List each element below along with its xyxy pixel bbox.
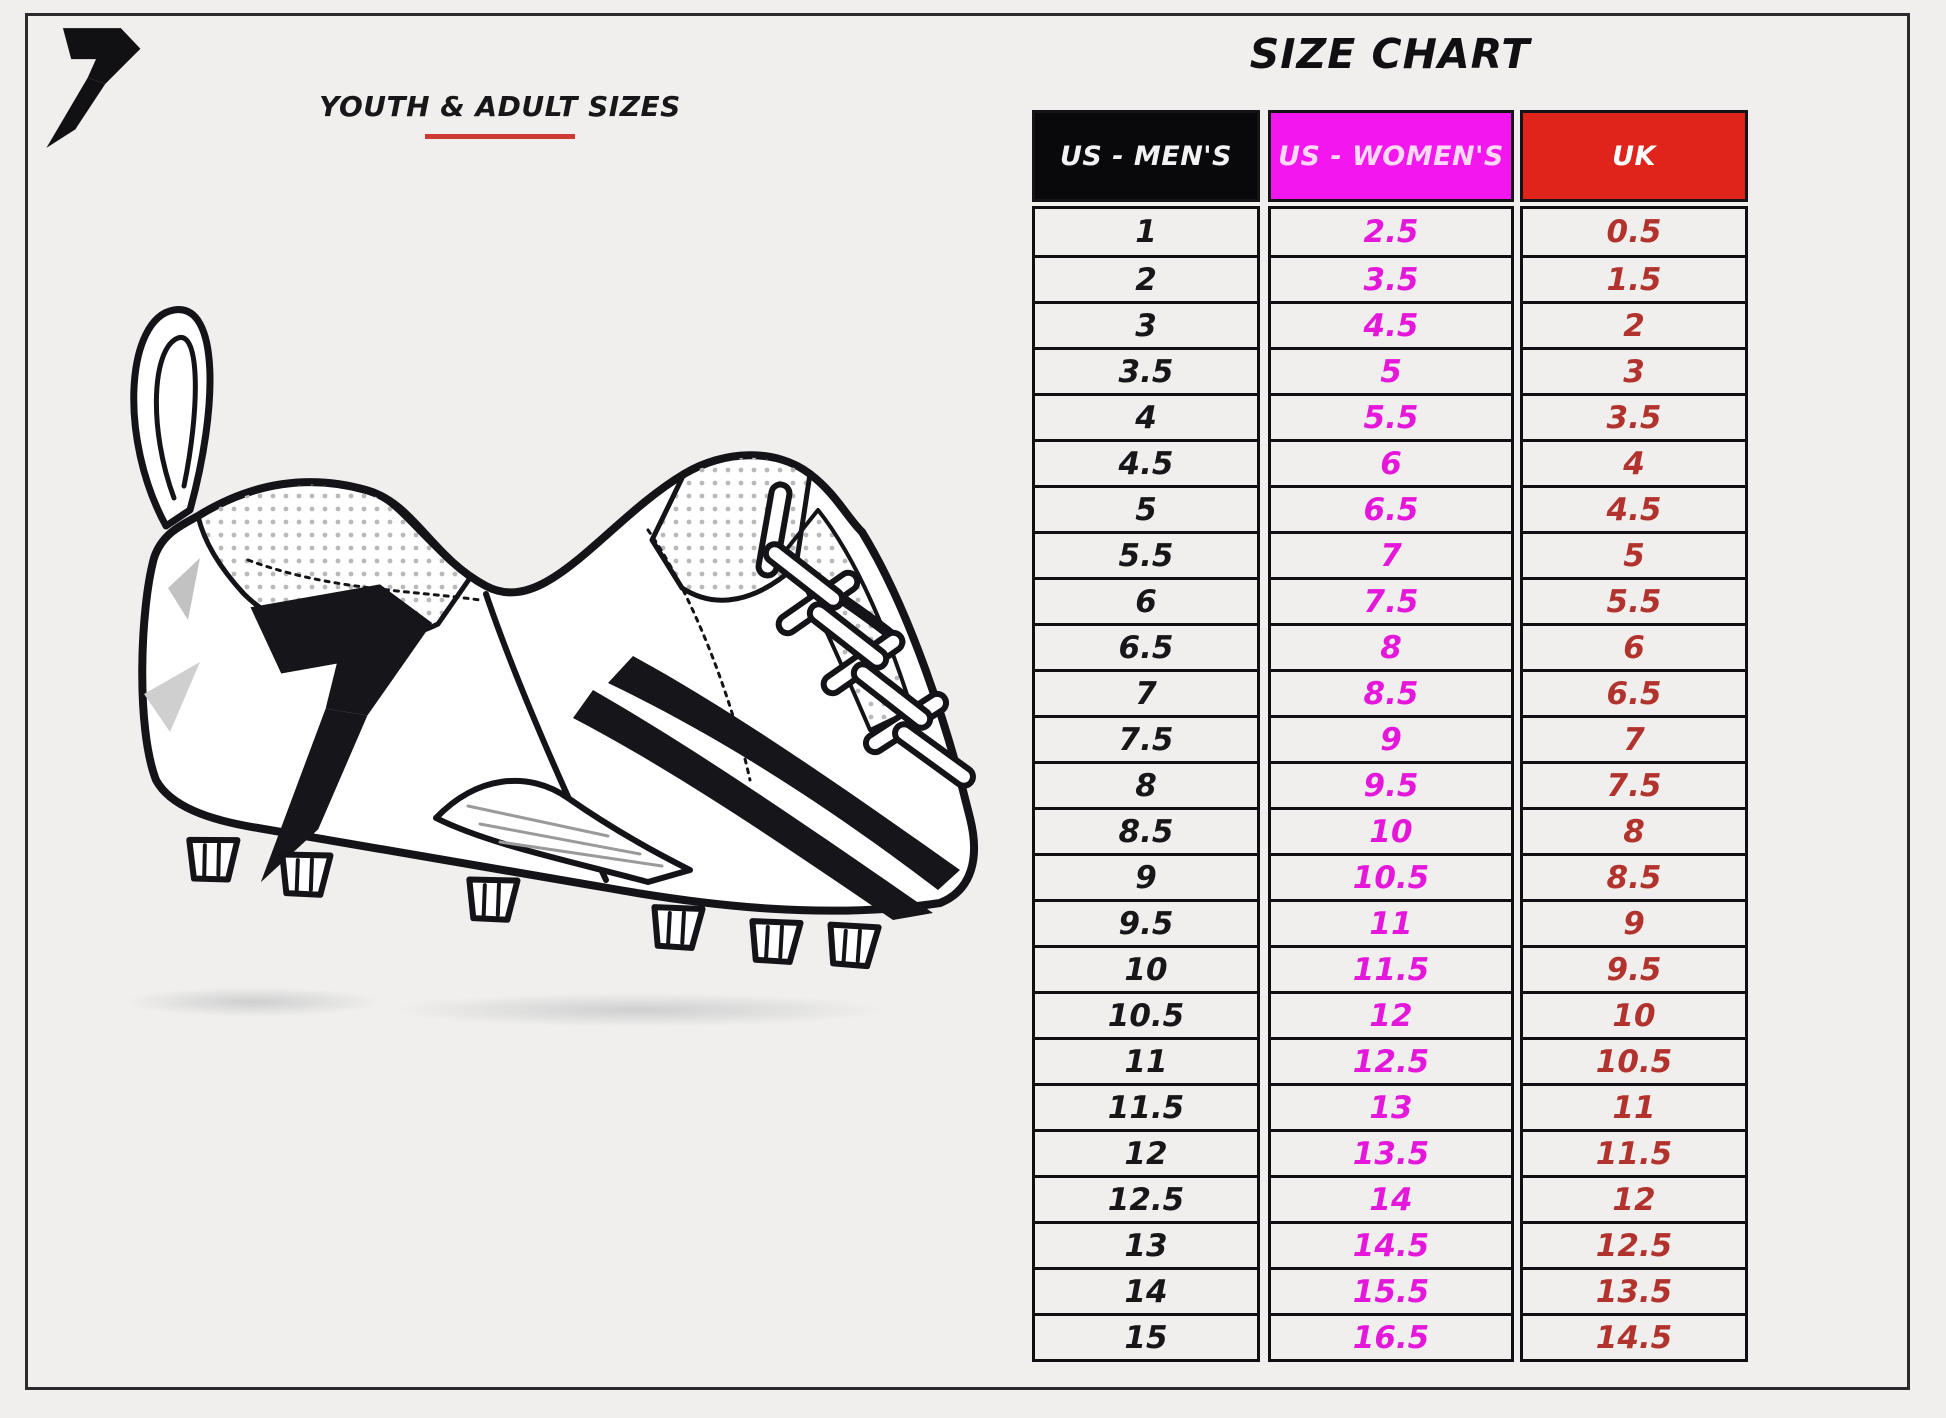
size-cell: 9.5 [1271, 761, 1511, 807]
size-cell: 4 [1035, 393, 1257, 439]
column-body-us-womens: 2.5 3.5 4.5 5 5.5 6 6.5 7 7.5 8 8.5 9 9.5 10 10.5 11 11.… [1268, 206, 1514, 1362]
size-cell: 6 [1035, 577, 1257, 623]
size-cell: 6 [1523, 623, 1745, 669]
size-cell: 3 [1035, 301, 1257, 347]
size-cell: 14 [1035, 1267, 1257, 1313]
size-cell: 6 [1271, 439, 1511, 485]
size-cell: 11 [1271, 899, 1511, 945]
size-cell: 9 [1523, 899, 1745, 945]
size-cell: 10 [1523, 991, 1745, 1037]
size-cell: 5 [1035, 485, 1257, 531]
size-cell: 13.5 [1523, 1267, 1745, 1313]
column-uk: UK 0.5 1.5 2 3 3.5 4 4.5 5 5.5 6 6.5 7 7.5 8 8.5 9 9.5 10… [1520, 110, 1748, 1362]
size-cell: 12 [1523, 1175, 1745, 1221]
size-cell: 2 [1035, 255, 1257, 301]
column-us-womens: US - WOMEN'S 2.5 3.5 4.5 5 5.5 6 6.5 7 7.5 8 8.5 9 9… [1268, 110, 1514, 1362]
size-cell: 5 [1523, 531, 1745, 577]
size-cell: 12.5 [1035, 1175, 1257, 1221]
size-cell: 14.5 [1523, 1313, 1745, 1359]
size-cell: 8.5 [1035, 807, 1257, 853]
subtitle-underline [425, 134, 575, 139]
size-cell: 8.5 [1271, 669, 1511, 715]
size-cell: 3 [1523, 347, 1745, 393]
size-cell: 5 [1271, 347, 1511, 393]
size-cell: 4.5 [1523, 485, 1745, 531]
size-cell: 9.5 [1523, 945, 1745, 991]
size-cell: 7 [1271, 531, 1511, 577]
size-cell: 10.5 [1523, 1037, 1745, 1083]
size-cell: 8 [1035, 761, 1257, 807]
size-cell: 12 [1271, 991, 1511, 1037]
size-cell: 9 [1271, 715, 1511, 761]
phenom-logo-on-shoe [250, 584, 433, 883]
size-cell: 6.5 [1523, 669, 1745, 715]
cleat-drawing [130, 306, 979, 970]
size-cell: 7.5 [1271, 577, 1511, 623]
size-cell: 6.5 [1271, 485, 1511, 531]
size-cell: 11.5 [1523, 1129, 1745, 1175]
size-cell: 5.5 [1523, 577, 1745, 623]
size-cell: 5.5 [1271, 393, 1511, 439]
size-cell: 3.5 [1523, 393, 1745, 439]
size-cell: 4.5 [1035, 439, 1257, 485]
size-cell: 14 [1271, 1175, 1511, 1221]
size-cell: 6.5 [1035, 623, 1257, 669]
size-cell: 1 [1135, 214, 1157, 250]
size-cell: 10.5 [1271, 853, 1511, 899]
size-cell: 15.5 [1271, 1267, 1511, 1313]
size-cell: 3.5 [1271, 255, 1511, 301]
size-table: US - MEN'S 1 2 3 3.5 4 4.5 5 5.5 6 6.5 7 7.5 8 8.5 9 9.… [1032, 110, 1748, 1362]
column-body-us-mens: 1 2 3 3.5 4 4.5 5 5.5 6 6.5 7 7.5 8 8.5 9 9.5 10 10.5 11 11… [1032, 206, 1260, 1362]
phenom-logo-icon [46, 28, 141, 148]
column-header-us-mens: US - MEN'S [1032, 110, 1260, 202]
size-cell: 3.5 [1035, 347, 1257, 393]
size-cell: 13.5 [1271, 1129, 1511, 1175]
size-cell: 11 [1523, 1083, 1745, 1129]
size-cell: 10.5 [1035, 991, 1257, 1037]
size-cell: 7.5 [1523, 761, 1745, 807]
size-cell: 11.5 [1271, 945, 1511, 991]
shoe-shadow [123, 987, 888, 1027]
size-cell: 5.5 [1035, 531, 1257, 577]
column-header-uk: UK [1520, 110, 1748, 202]
size-cell: 12 [1035, 1129, 1257, 1175]
size-cell: 12.5 [1271, 1037, 1511, 1083]
column-body-uk: 0.5 1.5 2 3 3.5 4 4.5 5 5.5 6 6.5 7 7.5 8 8.5 9 9.5 10 10.… [1520, 206, 1748, 1362]
size-cell: 10 [1271, 807, 1511, 853]
size-cell: 8 [1523, 807, 1745, 853]
size-cell: 2.5 [1363, 214, 1419, 250]
size-cell: 1.5 [1523, 255, 1745, 301]
size-cell: 8 [1271, 623, 1511, 669]
size-cell: 7.5 [1035, 715, 1257, 761]
size-cell: 4 [1523, 439, 1745, 485]
size-cell: 14.5 [1271, 1221, 1511, 1267]
size-cell: 2 [1523, 301, 1745, 347]
subtitle: YOUTH & ADULT SIZES [319, 90, 681, 123]
size-cell: 13 [1035, 1221, 1257, 1267]
page-title: SIZE CHART [1249, 30, 1531, 78]
cleat-illustration [123, 306, 979, 1027]
size-cell: 13 [1271, 1083, 1511, 1129]
size-cell: 7 [1035, 669, 1257, 715]
size-cell: 12.5 [1523, 1221, 1745, 1267]
size-cell: 9 [1035, 853, 1257, 899]
size-cell: 0.5 [1606, 214, 1662, 250]
column-us-mens: US - MEN'S 1 2 3 3.5 4 4.5 5 5.5 6 6.5 7 7.5 8 8.5 9 9.… [1032, 110, 1260, 1362]
size-cell: 10 [1035, 945, 1257, 991]
size-cell: 7 [1523, 715, 1745, 761]
size-cell: 9.5 [1035, 899, 1257, 945]
size-cell: 11.5 [1035, 1083, 1257, 1129]
size-cell: 16.5 [1271, 1313, 1511, 1359]
size-cell: 15 [1035, 1313, 1257, 1359]
size-cell: 4.5 [1271, 301, 1511, 347]
size-cell: 8.5 [1523, 853, 1745, 899]
size-cell: 11 [1035, 1037, 1257, 1083]
column-header-us-womens: US - WOMEN'S [1268, 110, 1514, 202]
